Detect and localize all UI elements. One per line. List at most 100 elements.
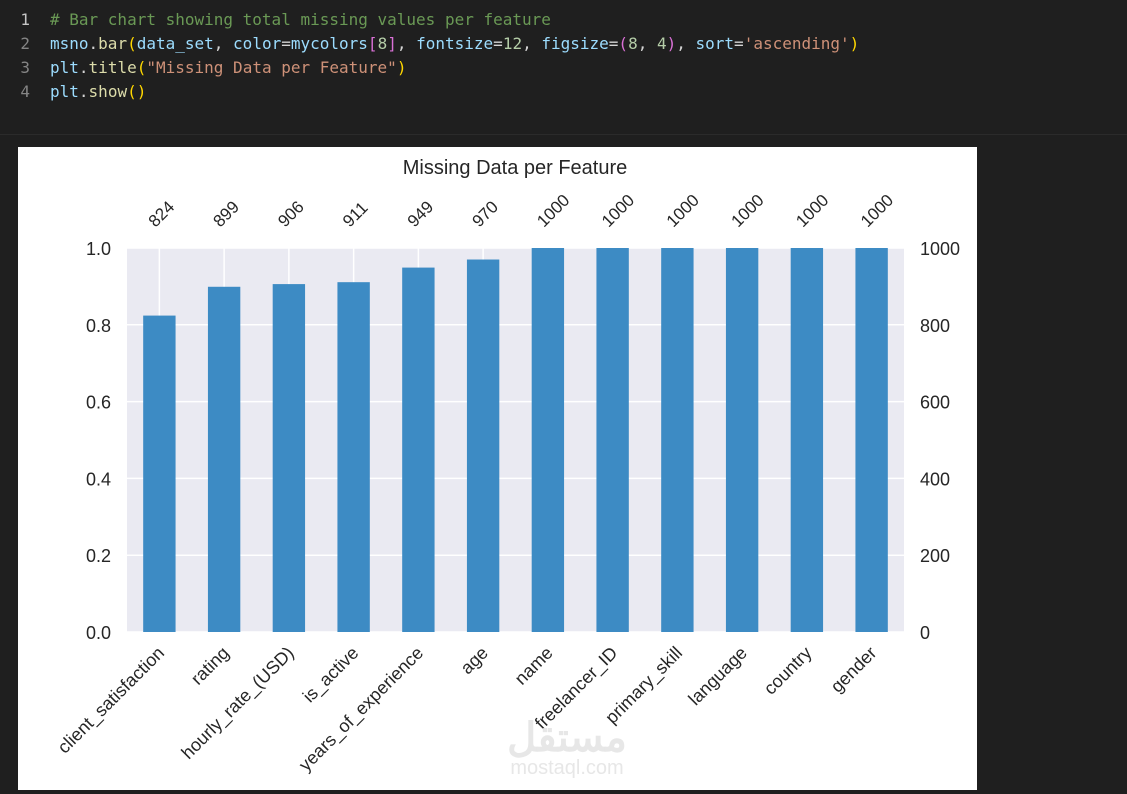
code-token: ) bbox=[849, 34, 860, 53]
code-token: "Missing Data per Feature" bbox=[146, 58, 397, 77]
bar-is_active bbox=[337, 282, 370, 632]
bar-count-label: 1000 bbox=[663, 191, 703, 231]
code-token: 12 bbox=[502, 34, 523, 53]
code-comment: # Bar chart showing total missing values… bbox=[50, 10, 551, 29]
x-label-country: country bbox=[760, 643, 816, 699]
bar-count-label: 1000 bbox=[533, 191, 573, 231]
code-cell[interactable]: 1 # Bar chart showing total missing value… bbox=[0, 0, 1127, 135]
right-axis-ticks: 0 200 400 600 800 1000 bbox=[920, 239, 960, 643]
bar-freelancer_ID bbox=[596, 248, 629, 632]
bar-count-label: 911 bbox=[339, 198, 372, 231]
mostaql-watermark: مستقل mostaql.com bbox=[492, 707, 642, 782]
code-token: ( bbox=[618, 34, 629, 53]
left-tick-label: 0.4 bbox=[86, 469, 111, 489]
code-token: 4 bbox=[656, 34, 667, 53]
code-token: plt bbox=[50, 82, 79, 101]
x-label-gender: gender bbox=[827, 643, 881, 697]
bar-count-label: 1000 bbox=[857, 191, 897, 231]
code-token: ) bbox=[666, 34, 677, 53]
bar-count-label: 970 bbox=[469, 197, 502, 230]
watermark-arabic: مستقل bbox=[507, 716, 627, 760]
bar-count-label: 1000 bbox=[792, 191, 832, 231]
chart-title: Missing Data per Feature bbox=[403, 157, 628, 179]
bar-count-label: 949 bbox=[404, 197, 437, 230]
code-token: , bbox=[522, 34, 542, 53]
left-tick-label: 0.8 bbox=[86, 316, 111, 336]
bar-age bbox=[466, 259, 500, 632]
bar-country bbox=[790, 248, 824, 632]
code-token: , bbox=[396, 34, 417, 53]
line-number: 1 bbox=[20, 10, 30, 29]
code-token: = bbox=[608, 34, 619, 53]
line-number: 4 bbox=[20, 82, 30, 101]
bar-count-labels: 824 899 906 911 949 970 1000 1000 1000 1000 1000 10… bbox=[145, 191, 897, 231]
code-line-4[interactable]: 4 plt.show() bbox=[0, 80, 146, 104]
code-token: = bbox=[281, 34, 291, 53]
code-token: 'ascending' bbox=[743, 34, 850, 53]
watermark-latin: mostaql.com bbox=[510, 757, 623, 779]
code-token: 8 bbox=[377, 34, 388, 53]
x-label-language: language bbox=[684, 643, 751, 710]
code-line-2[interactable]: 2 msno.bar(data_set, color=mycolors[8], f… bbox=[0, 32, 859, 56]
code-line-3[interactable]: 3 plt.title("Missing Data per Feature") bbox=[0, 56, 406, 80]
chart-figure: 0.0 0.2 0.4 0.6 0.8 1.0 0 200 400 600 800 1000 824… bbox=[18, 147, 977, 790]
code-token: () bbox=[127, 82, 147, 101]
code-token: bar bbox=[98, 34, 128, 53]
left-tick-label: 0.6 bbox=[86, 393, 111, 413]
bar-gender bbox=[855, 248, 888, 632]
x-label-client_satisfaction: client_satisfaction bbox=[54, 643, 169, 758]
code-token: 8 bbox=[628, 34, 638, 53]
code-token: show bbox=[88, 82, 128, 101]
line-number: 2 bbox=[20, 34, 30, 53]
bar-language bbox=[725, 248, 759, 632]
x-label-is_active: is_active bbox=[299, 643, 363, 707]
code-token: , bbox=[637, 34, 657, 53]
left-tick-label: 0.0 bbox=[86, 623, 111, 643]
code-token: = bbox=[493, 34, 503, 53]
code-line-1[interactable]: 1 # Bar chart showing total missing value… bbox=[0, 8, 551, 32]
code-token: title bbox=[88, 58, 137, 77]
code-token: ( bbox=[127, 34, 137, 53]
right-tick-label: 800 bbox=[920, 316, 950, 336]
right-tick-label: 600 bbox=[920, 393, 950, 413]
x-label-rating: rating bbox=[187, 643, 233, 689]
code-token: = bbox=[734, 34, 744, 53]
code-token: , bbox=[676, 34, 696, 53]
bar-client_satisfaction bbox=[143, 315, 176, 632]
code-token: . bbox=[88, 34, 99, 53]
x-label-age: age bbox=[457, 643, 492, 678]
x-label-hourly_rate_(USD): hourly_rate_(USD) bbox=[177, 643, 298, 764]
left-axis-ticks: 0.0 0.2 0.4 0.6 0.8 1.0 bbox=[86, 239, 111, 643]
code-token: sort bbox=[695, 34, 735, 53]
right-tick-label: 400 bbox=[920, 469, 950, 489]
bar-count-label: 899 bbox=[210, 197, 243, 230]
left-tick-label: 1.0 bbox=[86, 239, 111, 259]
code-token: mycolors bbox=[290, 34, 368, 53]
right-tick-label: 0 bbox=[920, 623, 930, 643]
code-token: . bbox=[78, 58, 89, 77]
line-number: 3 bbox=[20, 58, 30, 77]
code-token: ] bbox=[387, 34, 397, 53]
x-axis-labels: client_satisfaction ratinghourly_rate_(US… bbox=[54, 643, 881, 776]
bar-count-label: 1000 bbox=[728, 191, 768, 231]
missing-data-chart: 0.0 0.2 0.4 0.6 0.8 1.0 0 200 400 600 800 1000 824… bbox=[54, 157, 960, 776]
x-label-years_of_experience: years_of_experience bbox=[295, 643, 428, 776]
bar-primary_skill bbox=[661, 248, 694, 632]
bar-years_of_experience bbox=[402, 267, 435, 632]
bar-rating bbox=[207, 286, 241, 632]
code-token: data_set bbox=[136, 34, 214, 53]
left-tick-label: 0.2 bbox=[86, 546, 111, 566]
code-token: [ bbox=[367, 34, 378, 53]
x-label-name: name bbox=[511, 643, 557, 689]
code-token: fontsize bbox=[416, 34, 494, 53]
code-token: msno bbox=[50, 34, 89, 53]
code-token: ) bbox=[396, 58, 407, 77]
code-token: figsize bbox=[541, 34, 609, 53]
bar-name bbox=[531, 248, 565, 632]
bar-count-label: 1000 bbox=[598, 191, 638, 231]
code-token: plt bbox=[50, 58, 79, 77]
plot-area bbox=[127, 248, 904, 632]
bar-count-label: 906 bbox=[274, 197, 307, 230]
bars bbox=[143, 248, 888, 632]
code-token: , bbox=[213, 34, 234, 53]
